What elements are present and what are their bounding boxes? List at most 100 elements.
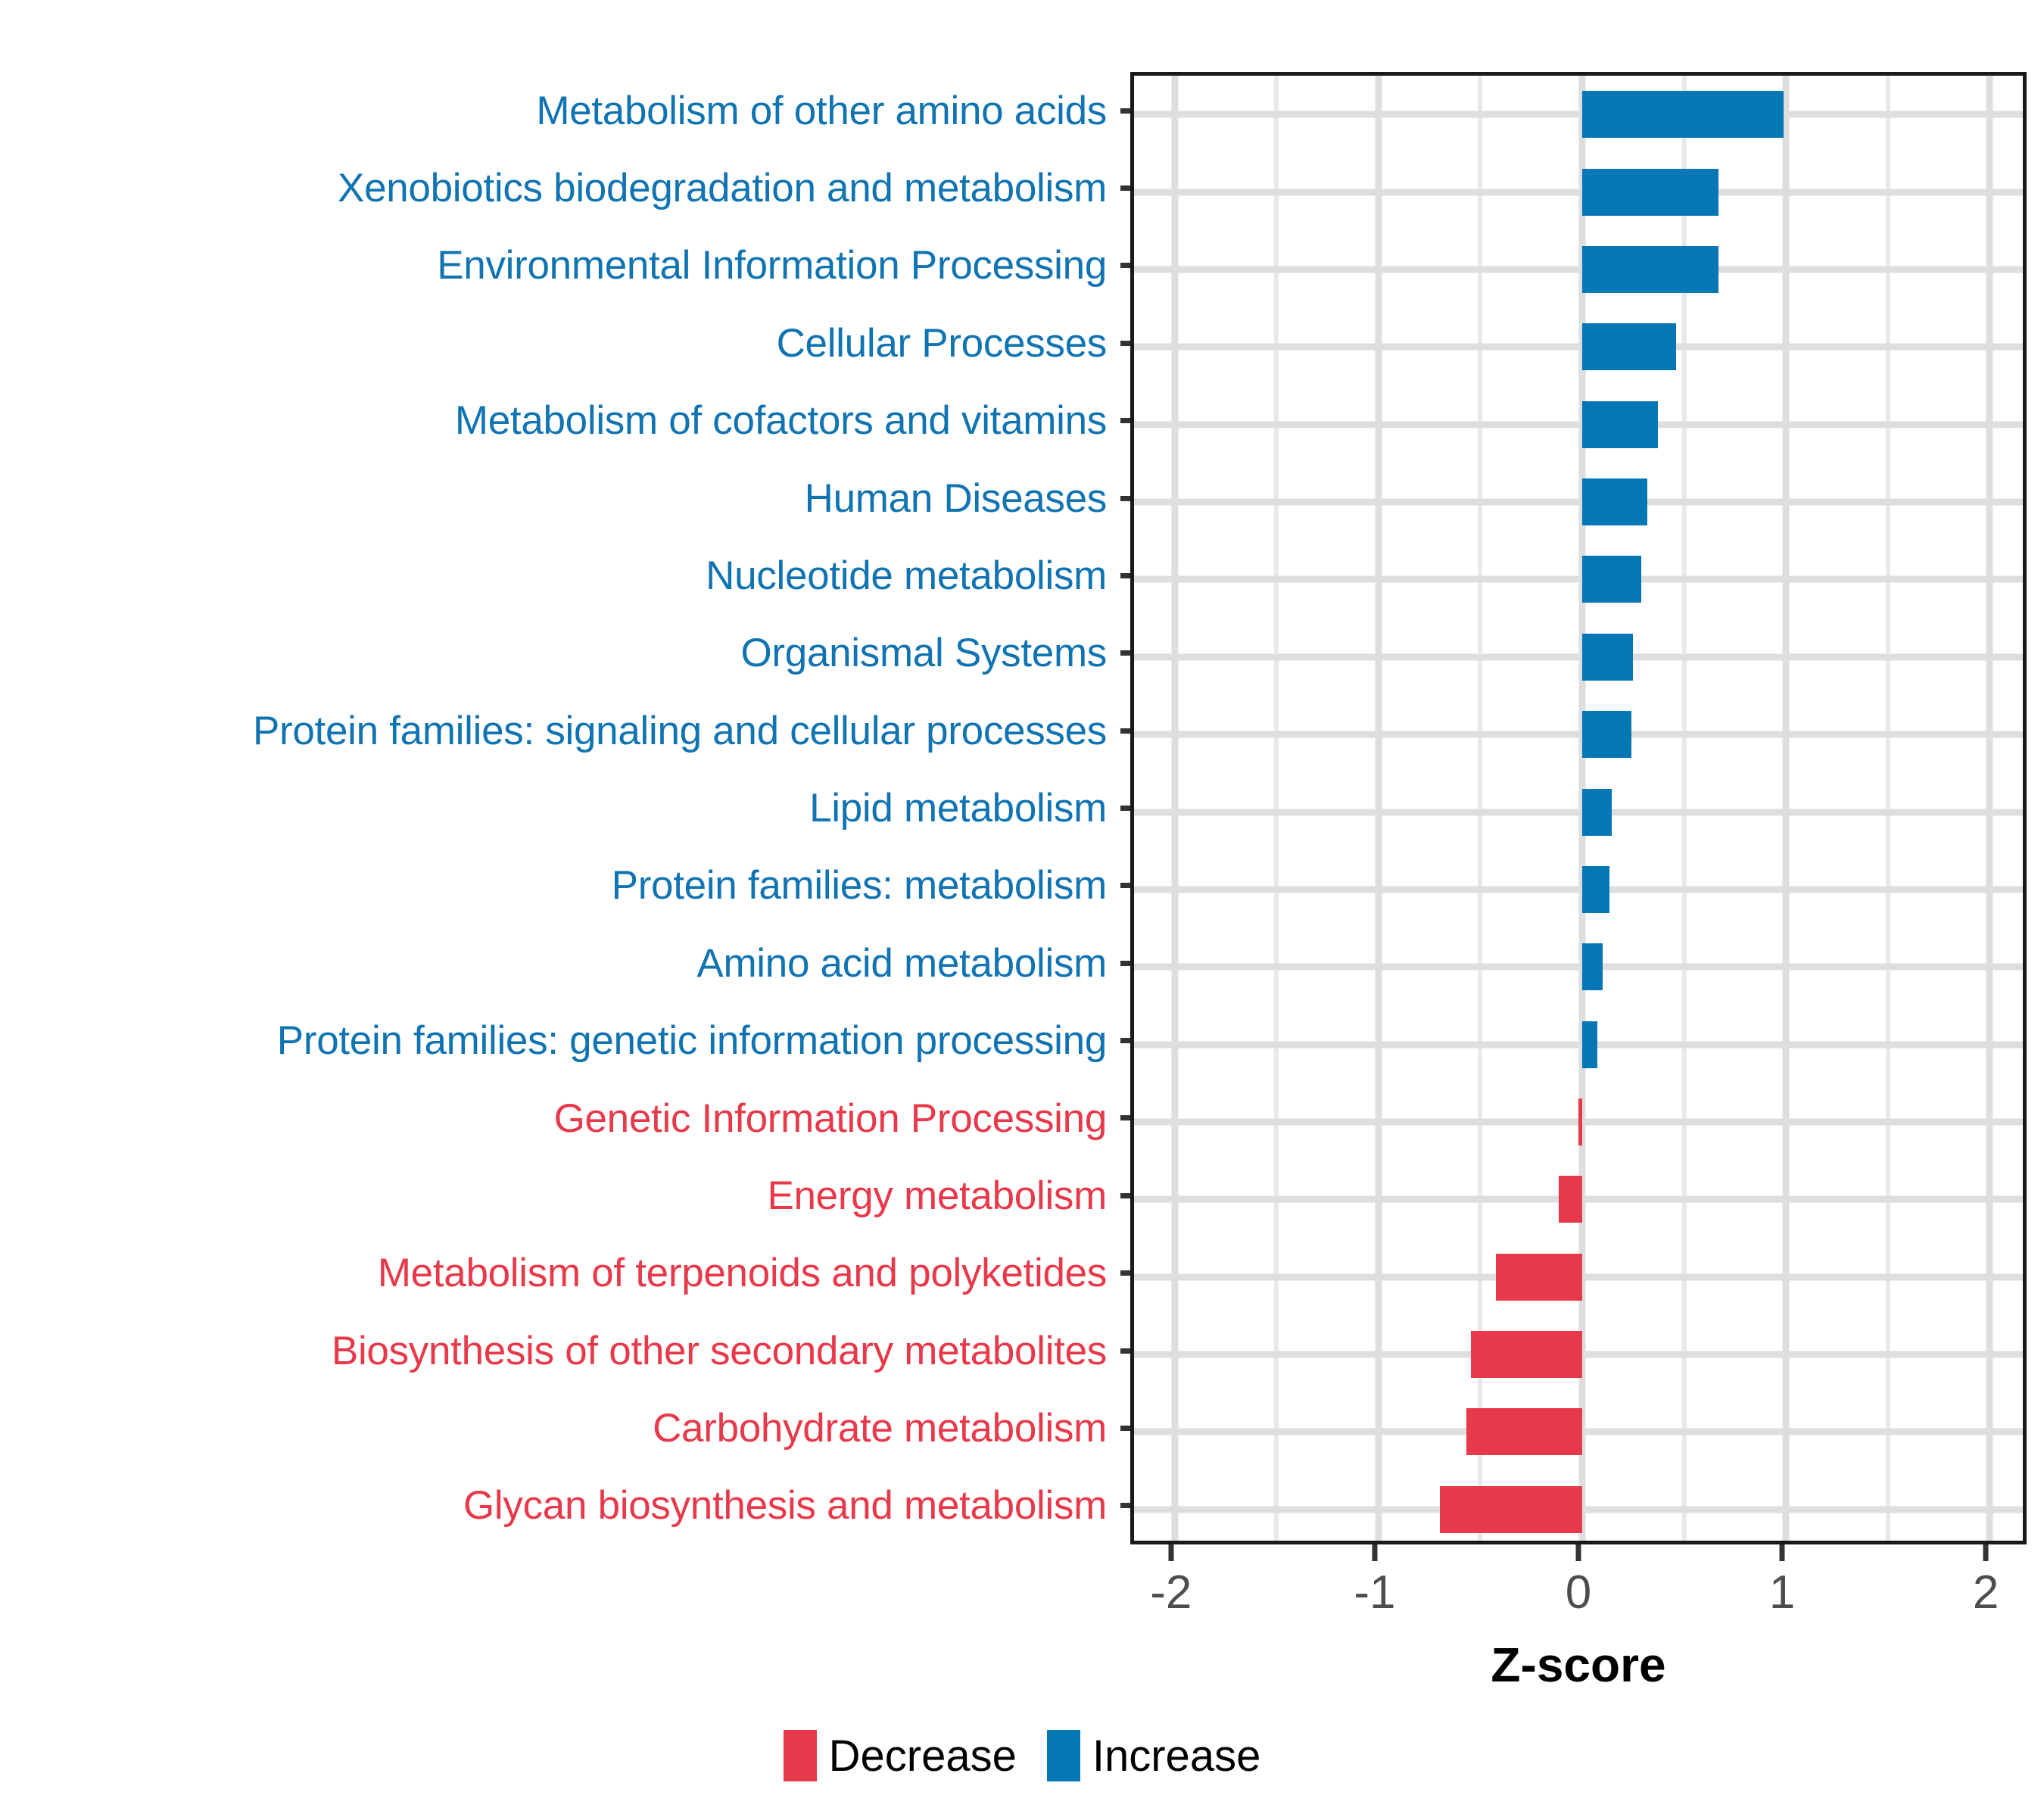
- legend: Decrease Increase: [0, 1730, 2044, 1781]
- legend-color-swatch: [783, 1730, 817, 1781]
- y-axis-tick-mark: [1120, 1038, 1130, 1044]
- y-axis-tick-label: Xenobiotics biodegradation and metabolis…: [0, 149, 1120, 226]
- bar: [1470, 1331, 1582, 1379]
- bar: [1466, 1408, 1582, 1456]
- bar: [1582, 1021, 1597, 1068]
- vertical-gridline-minor: [1885, 76, 1890, 1541]
- horizontal-gridline: [1134, 653, 2023, 661]
- y-axis-label-text: Biosynthesis of other secondary metaboli…: [331, 1328, 1107, 1373]
- y-axis-tick-label: Metabolism of cofactors and vitamins: [0, 382, 1120, 460]
- vertical-gridline-major: [1782, 76, 1790, 1541]
- y-axis-label-text: Organismal Systems: [740, 631, 1107, 676]
- y-axis-tick-mark: [1120, 1270, 1130, 1276]
- y-axis-label-text: Protein families: genetic information pr…: [276, 1018, 1108, 1064]
- x-axis-title: Z-score: [1491, 1638, 1666, 1692]
- y-axis-tick-mark: [1120, 263, 1130, 269]
- horizontal-gridline: [1134, 266, 2023, 273]
- y-axis-label-text: Glycan biosynthesis and metabolism: [463, 1483, 1107, 1529]
- y-axis-tick-label: Genetic Information Processing: [0, 1080, 1120, 1157]
- horizontal-gridline: [1134, 886, 2023, 893]
- y-axis-label-text: Nucleotide metabolism: [706, 553, 1107, 598]
- y-axis-label-text: Energy metabolism: [767, 1173, 1107, 1218]
- vertical-gridline-minor: [1274, 76, 1279, 1541]
- bar: [1582, 788, 1612, 836]
- legend-label: Decrease: [828, 1731, 1017, 1781]
- y-axis-tick-mark: [1120, 185, 1130, 192]
- y-axis-label-text: Lipid metabolism: [809, 786, 1107, 831]
- y-axis-tick-label: Nucleotide metabolism: [0, 537, 1120, 614]
- horizontal-gridline: [1134, 809, 2023, 815]
- y-axis-label-text: Carbohydrate metabolism: [653, 1406, 1107, 1451]
- bar: [1582, 633, 1634, 681]
- horizontal-gridline: [1134, 421, 2023, 429]
- bar: [1582, 711, 1631, 759]
- y-axis-tick-mark: [1120, 728, 1130, 734]
- y-axis-tick-label: Biosynthesis of other secondary metaboli…: [0, 1312, 1120, 1389]
- vertical-gridline-minor: [1478, 76, 1483, 1541]
- legend-color-swatch: [1046, 1730, 1080, 1781]
- bar: [1582, 865, 1610, 913]
- horizontal-gridline: [1134, 1041, 2023, 1049]
- y-axis-tick-label: Metabolism of other amino acids: [0, 72, 1120, 149]
- bar: [1582, 556, 1642, 603]
- bar: [1582, 478, 1648, 526]
- x-axis-tick-label: 0: [1565, 1566, 1592, 1619]
- x-axis-tick-mark: [1372, 1544, 1378, 1561]
- y-axis-tick-mark: [1120, 883, 1130, 889]
- x-axis-tick-mark: [1983, 1544, 1989, 1561]
- y-axis-label-text: Human Diseases: [804, 475, 1108, 521]
- y-axis-labels: Metabolism of other amino acids Xenobioti…: [0, 72, 1120, 1544]
- horizontal-gridline: [1134, 189, 2023, 196]
- x-axis-tick-mark: [1575, 1544, 1581, 1561]
- x-axis-tick-label: 1: [1768, 1566, 1796, 1619]
- y-axis-tick-label: Environmental Information Processing: [0, 227, 1120, 304]
- y-axis-label-text: Protein families: signaling and cellular…: [252, 708, 1107, 753]
- y-axis-tick-label: Metabolism of terpenoids and polyketides: [0, 1235, 1120, 1312]
- bar: [1582, 323, 1676, 371]
- vertical-gridline-major: [1986, 76, 1993, 1541]
- y-axis-tick-mark: [1120, 1192, 1130, 1198]
- y-axis-label-text: Metabolism of terpenoids and polyketides: [377, 1251, 1107, 1296]
- horizontal-gridline: [1134, 111, 2023, 118]
- y-axis-tick-label: Glycan biosynthesis and metabolism: [0, 1467, 1120, 1544]
- y-axis-tick-mark: [1120, 418, 1130, 424]
- y-axis-label-text: Protein families: metabolism: [611, 863, 1108, 908]
- x-axis-tick-mark: [1168, 1544, 1174, 1561]
- y-axis-tick-mark: [1120, 806, 1130, 811]
- vertical-gridline-major: [1171, 76, 1179, 1541]
- y-axis-tick-mark: [1120, 650, 1130, 656]
- x-axis-tick-mark: [1779, 1544, 1785, 1561]
- y-axis-tick-label: Cellular Processes: [0, 304, 1120, 382]
- y-axis-tick-label: Amino acid metabolism: [0, 924, 1120, 1002]
- y-axis-tick-mark: [1120, 340, 1130, 346]
- y-axis-tick-label: Energy metabolism: [0, 1157, 1120, 1234]
- y-axis-label-text: Amino acid metabolism: [696, 940, 1107, 986]
- y-axis-tick-mark: [1120, 572, 1130, 578]
- plot-panel: [1130, 72, 2027, 1544]
- y-axis-tick-mark: [1120, 495, 1130, 501]
- legend-label: Increase: [1092, 1731, 1261, 1781]
- horizontal-gridline: [1134, 498, 2023, 506]
- bar: [1439, 1485, 1582, 1533]
- y-axis-label-text: Environmental Information Processing: [437, 243, 1107, 288]
- y-axis-tick-label: Lipid metabolism: [0, 769, 1120, 846]
- bar: [1495, 1253, 1582, 1301]
- y-axis-tick-label: Organismal Systems: [0, 615, 1120, 692]
- horizontal-gridline: [1134, 343, 2023, 351]
- vertical-gridline-major: [1375, 76, 1382, 1541]
- y-axis-label-text: Xenobiotics biodegradation and metabolis…: [338, 166, 1107, 211]
- y-axis-tick-label: Protein families: metabolism: [0, 847, 1120, 924]
- horizontal-gridline: [1134, 963, 2023, 971]
- legend-item: Decrease: [783, 1730, 1017, 1781]
- y-axis-tick-mark: [1120, 960, 1130, 966]
- horizontal-gridline: [1134, 575, 2023, 583]
- bar: [1578, 1098, 1582, 1145]
- bar: [1582, 245, 1719, 293]
- y-axis-tick-mark: [1120, 1503, 1130, 1509]
- y-axis-label-text: Metabolism of cofactors and vitamins: [454, 398, 1107, 444]
- bar: [1582, 91, 1784, 139]
- x-axis-tick-label: -1: [1354, 1566, 1396, 1619]
- legend-item: Increase: [1046, 1730, 1261, 1781]
- bar: [1582, 400, 1658, 448]
